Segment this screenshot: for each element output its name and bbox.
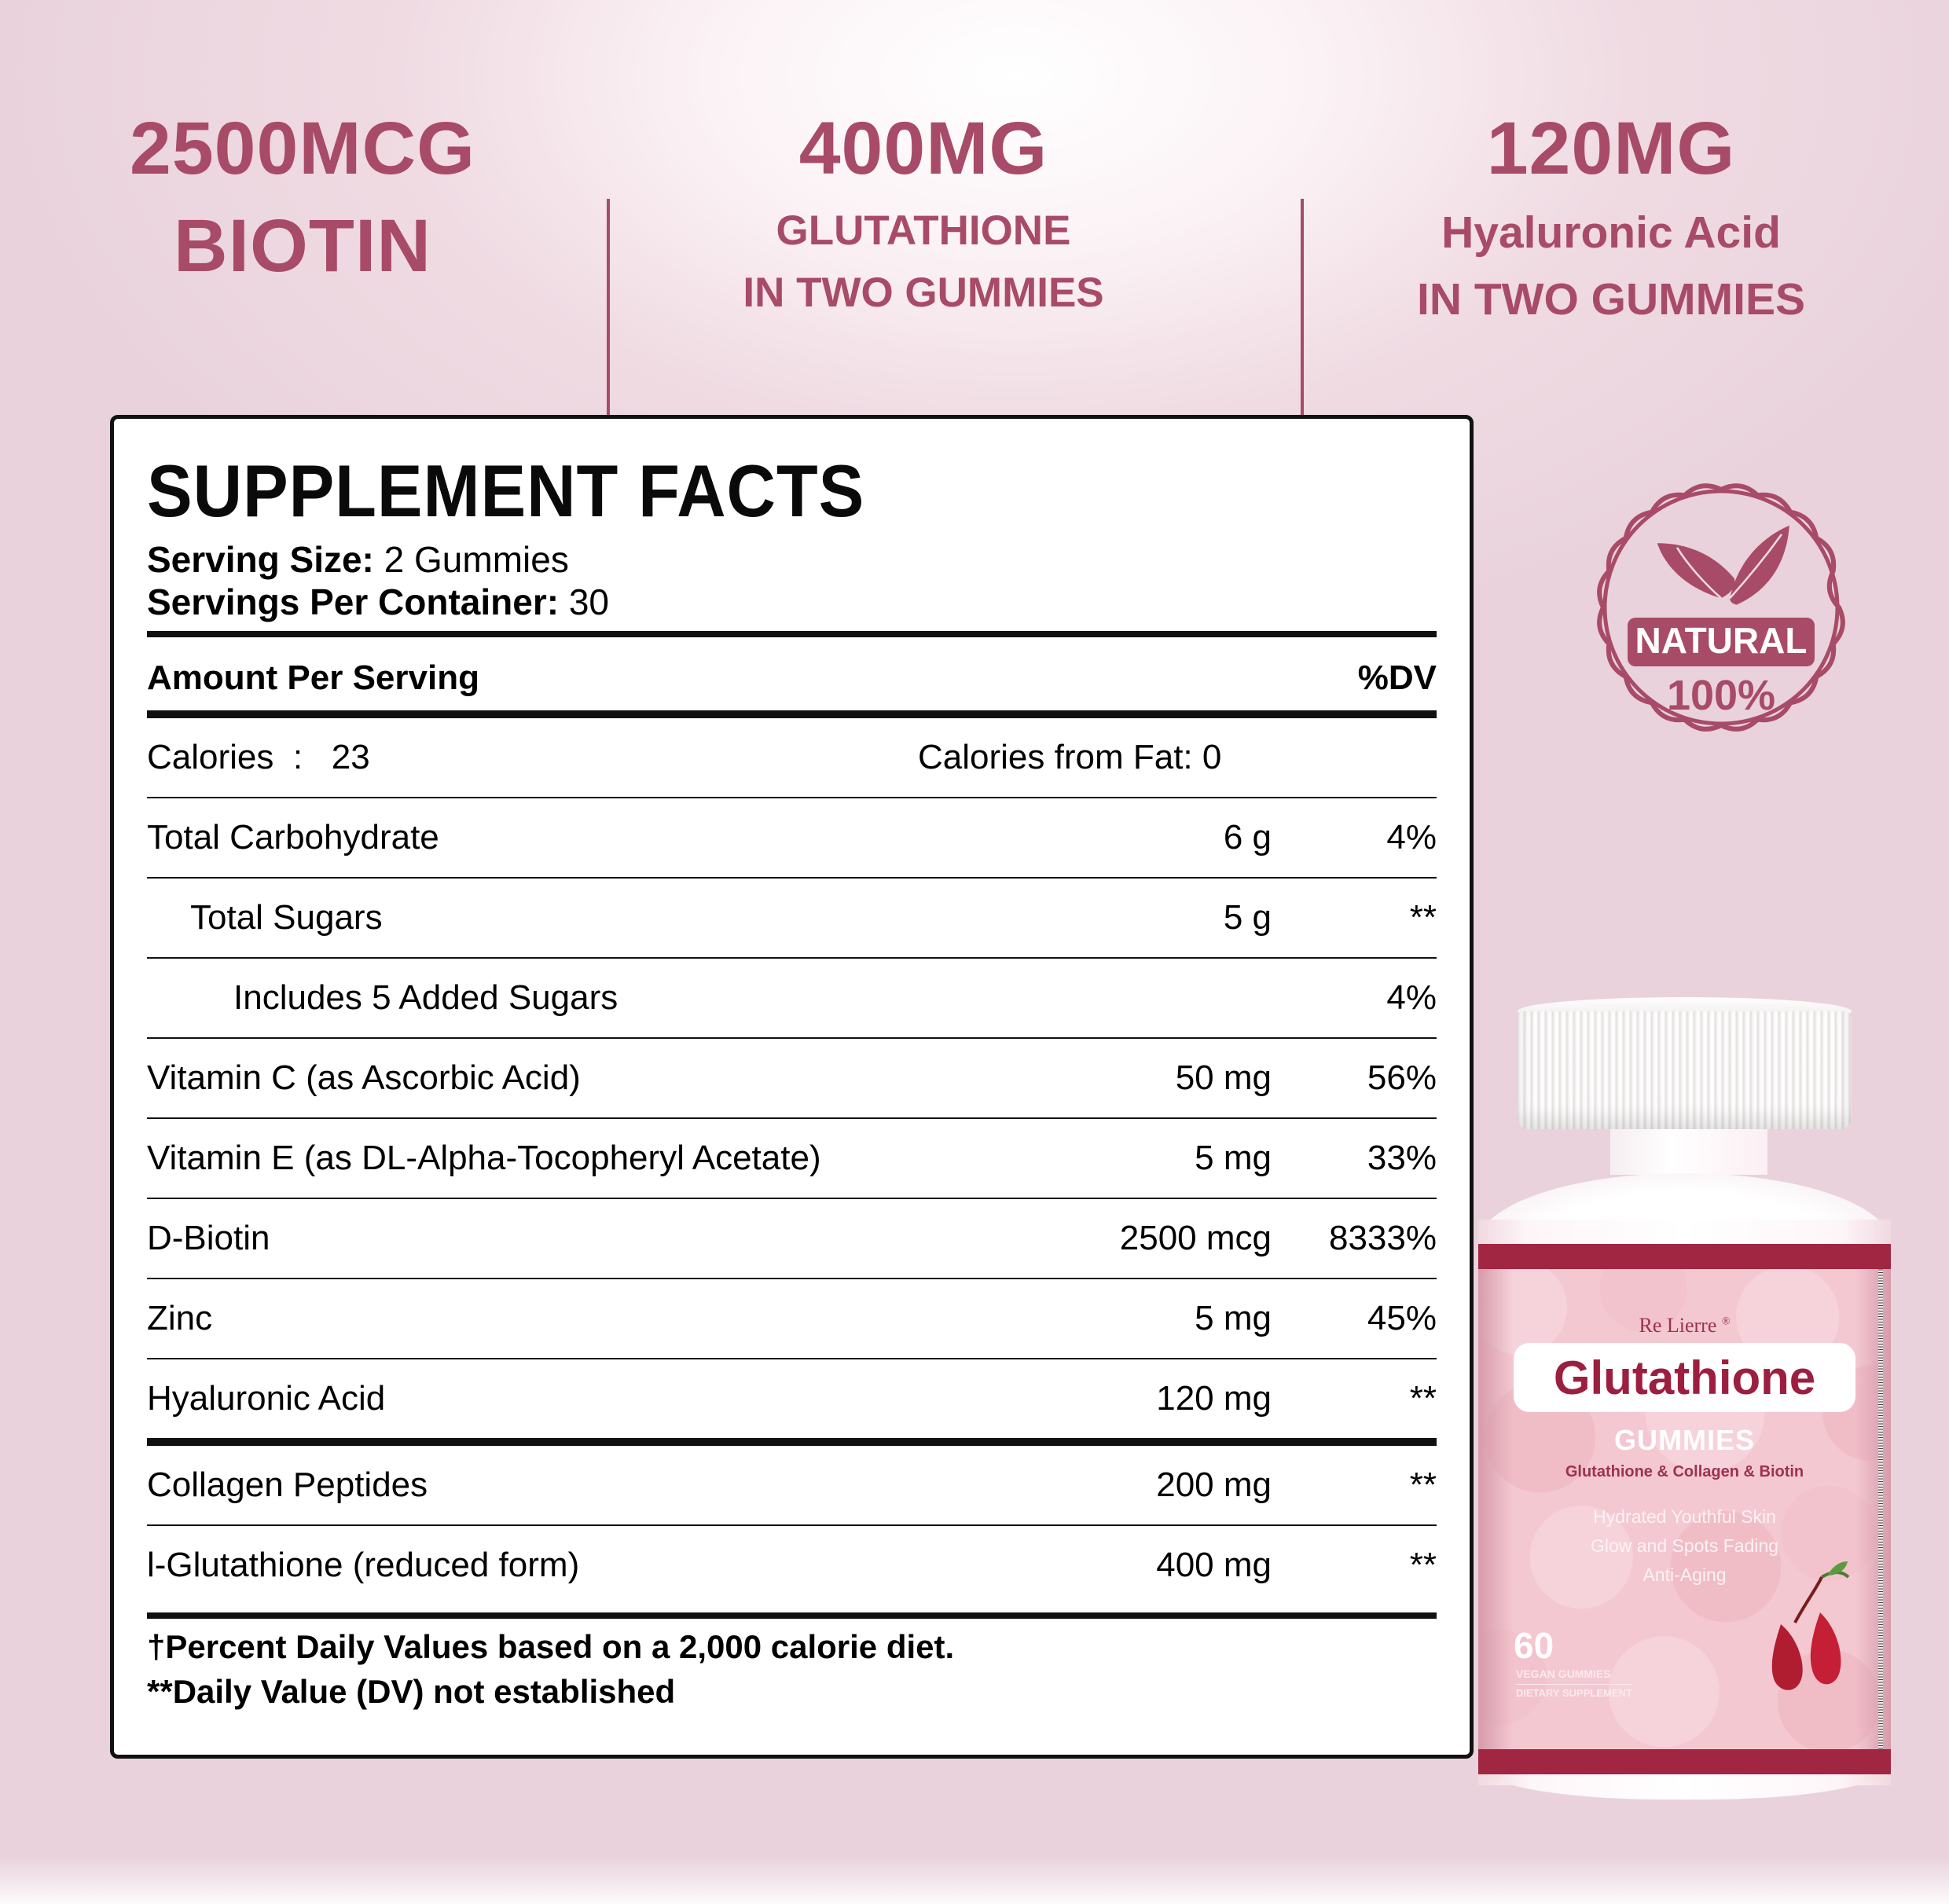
svg-text:NATURAL: NATURAL bbox=[1635, 620, 1808, 661]
svg-text:100%: 100% bbox=[1667, 672, 1775, 719]
